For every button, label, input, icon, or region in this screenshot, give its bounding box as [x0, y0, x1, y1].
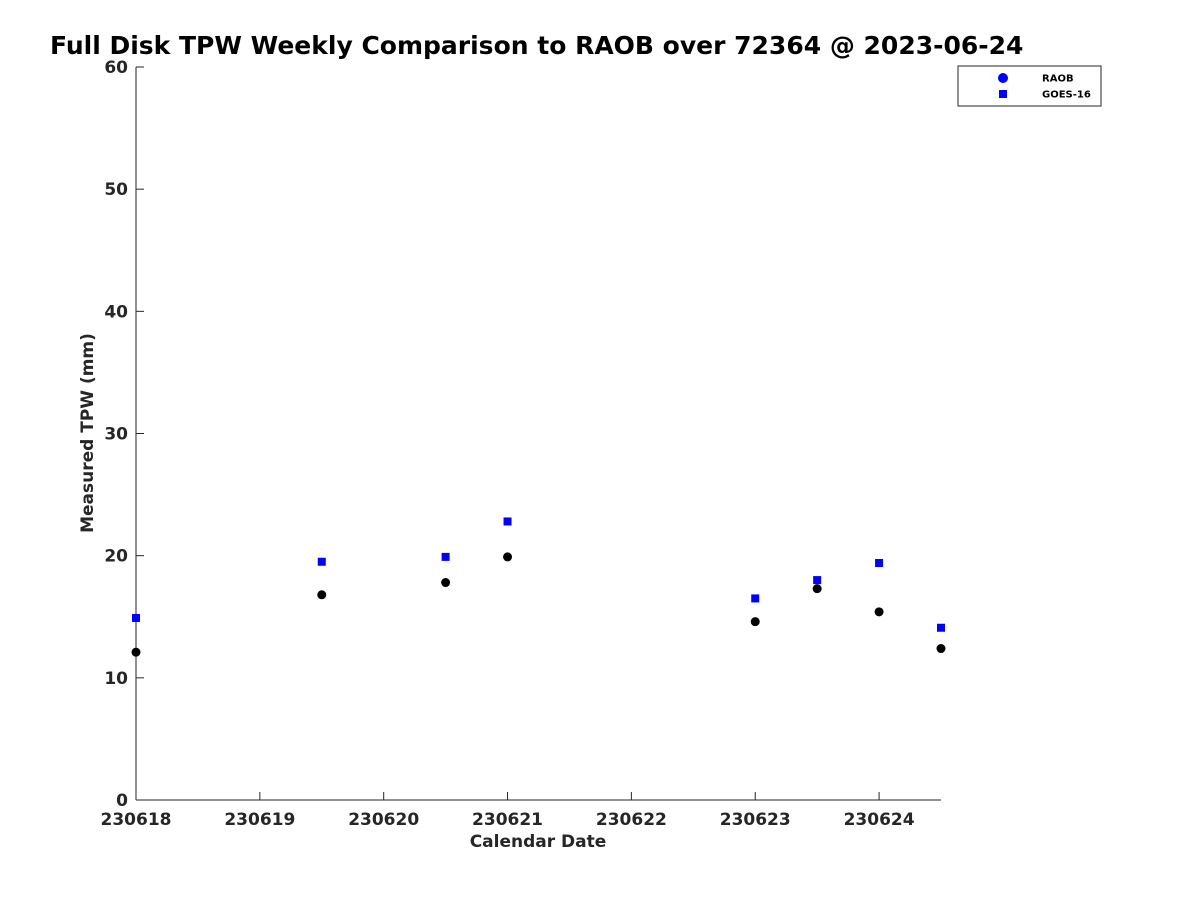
- raob-point: [874, 607, 884, 617]
- x-tick-label: 230618: [101, 810, 172, 830]
- legend-label-raob: RAOB: [1042, 74, 1074, 85]
- goes-16-point: [813, 576, 822, 585]
- raob-point: [503, 552, 513, 562]
- raob-point: [441, 578, 451, 588]
- goes-16-point: [503, 517, 512, 526]
- legend-label-goes-16: GOES-16: [1042, 90, 1091, 101]
- y-tick-label: 0: [116, 791, 128, 811]
- x-axis-ticks: 230618 230619 230620 230621 230622 230623 2306…: [101, 792, 915, 830]
- legend-box: [957, 65, 1102, 107]
- raob-point: [131, 647, 141, 657]
- x-tick-label: 230619: [224, 810, 295, 830]
- goes-16-point: [317, 557, 326, 566]
- x-tick-label: 230621: [472, 810, 543, 830]
- goes-16-point: [875, 558, 884, 567]
- raob-point: [812, 584, 822, 594]
- goes-16-point: [441, 552, 450, 561]
- y-tick-label: 40: [104, 302, 128, 322]
- y-tick-label: 60: [104, 58, 128, 78]
- legend-marker-raob: [998, 73, 1008, 83]
- x-tick-label: 230624: [844, 810, 915, 830]
- goes-16-point: [937, 623, 945, 632]
- goes-16-point: [751, 594, 760, 603]
- y-tick-label: 20: [104, 547, 128, 567]
- raob-point: [936, 644, 946, 654]
- data-points: [131, 517, 946, 657]
- legend: RAOB GOES-16: [957, 65, 1102, 107]
- x-tick-label: 230623: [720, 810, 791, 830]
- chart-title: Full Disk TPW Weekly Comparison to RAOB …: [50, 31, 1023, 60]
- y-tick-label: 10: [104, 669, 128, 689]
- y-axis-label: Measured TPW (mm): [78, 333, 98, 533]
- x-tick-label: 230620: [348, 810, 419, 830]
- x-axis-label: Calendar Date: [470, 832, 607, 852]
- plot-axes: [135, 67, 941, 801]
- y-axis-ticks: 0 10 20 30 40 50 60: [104, 58, 144, 811]
- raob-point: [317, 590, 327, 600]
- y-tick-label: 50: [104, 180, 128, 200]
- y-tick-label: 30: [104, 425, 128, 445]
- x-tick-label: 230622: [596, 810, 667, 830]
- goes-16-point: [132, 613, 140, 622]
- legend-marker-goes-16: [999, 90, 1007, 98]
- raob-point: [750, 617, 760, 627]
